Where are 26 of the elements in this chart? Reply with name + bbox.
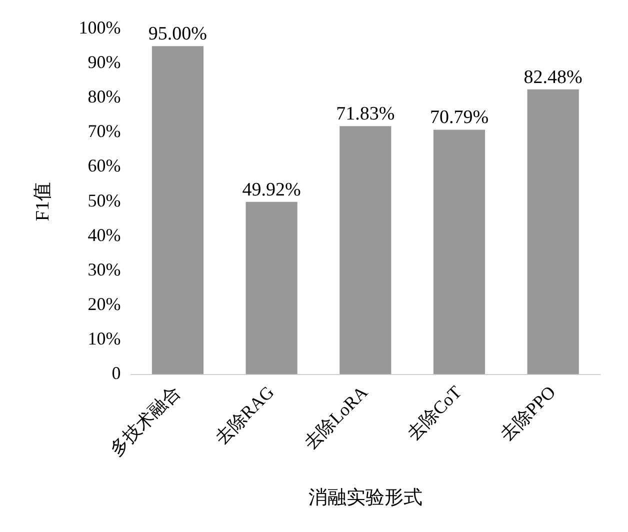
x-tick-label: 多技术融合	[106, 382, 184, 460]
y-tick-label: 100%	[78, 18, 121, 38]
y-tick-label: 50%	[88, 190, 121, 210]
y-tick-label: 10%	[88, 328, 121, 348]
bar	[340, 126, 392, 374]
y-tick-label: 80%	[88, 86, 121, 107]
y-tick-label: 30%	[88, 259, 121, 280]
data-label: 95.00%	[148, 24, 208, 45]
y-tick-label: 90%	[88, 52, 121, 72]
x-tick-label: 去除CoT	[403, 382, 466, 444]
y-axis-title: F1值	[32, 182, 54, 222]
y-tick-label: 20%	[88, 294, 121, 314]
x-axis-title: 消融实验形式	[308, 486, 422, 509]
bar	[152, 46, 204, 374]
bar	[433, 130, 486, 374]
data-label: 70.79%	[430, 107, 489, 128]
bar	[527, 89, 579, 374]
y-tick-label: 70%	[88, 121, 121, 142]
y-tick-label: 40%	[88, 224, 121, 245]
y-tick-label: 0	[112, 363, 121, 384]
data-label: 49.92%	[242, 179, 302, 200]
y-tick-label: 60%	[88, 156, 121, 176]
data-label: 82.48%	[524, 66, 583, 88]
bar	[246, 202, 298, 374]
data-label: 71.83%	[336, 104, 395, 125]
x-tick-label: 去除PPO	[496, 382, 560, 445]
